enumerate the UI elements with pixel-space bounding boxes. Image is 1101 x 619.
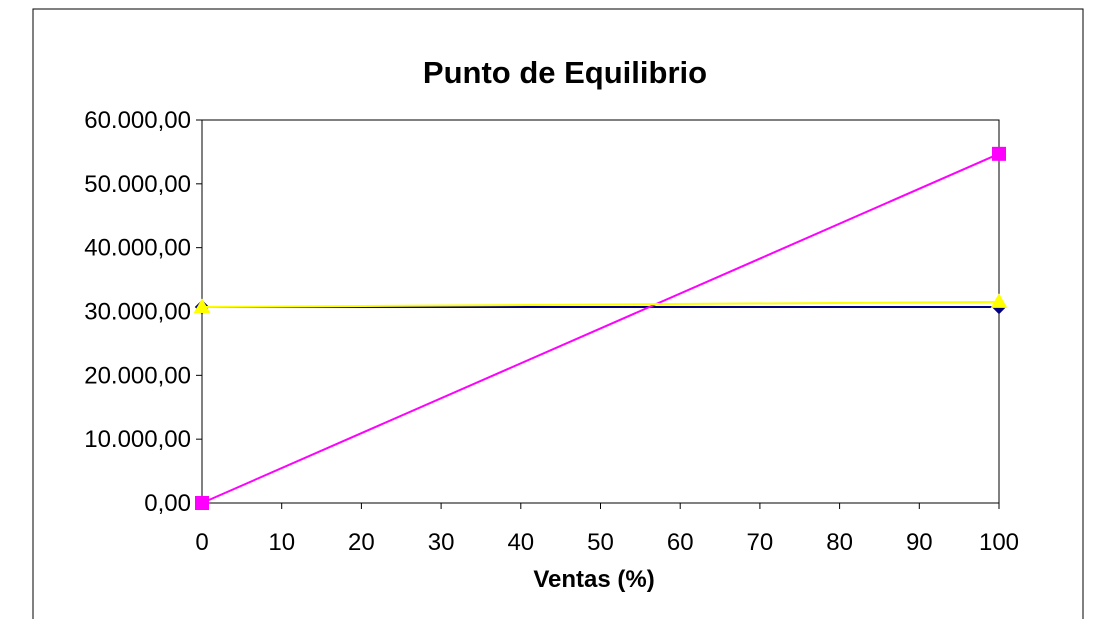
plot-area <box>201 119 1000 504</box>
x-tick-label: 80 <box>826 529 853 556</box>
y-tick-label: 0,00 <box>144 490 191 517</box>
x-axis-title: Ventas (%) <box>533 566 654 593</box>
x-axis: 0 10 20 30 40 50 60 70 80 90 100 <box>195 503 1019 556</box>
series-layer <box>193 146 1008 510</box>
series-3-line <box>201 300 1000 309</box>
series-3-point <box>193 298 211 314</box>
x-tick-label: 100 <box>979 529 1019 556</box>
x-tick-label: 40 <box>507 529 534 556</box>
series-3-point <box>990 293 1008 308</box>
x-tick-label: 70 <box>747 529 774 556</box>
series-2-point <box>195 496 209 510</box>
chart-frame <box>32 8 1084 619</box>
y-tick-label: 10.000,00 <box>84 426 191 453</box>
y-tick-label: 30.000,00 <box>84 299 191 326</box>
series-2-point <box>992 146 1006 161</box>
chart-title: Punto de Equilibrio <box>423 55 707 90</box>
x-tick-label: 30 <box>428 529 455 556</box>
x-tick-label: 90 <box>906 529 933 556</box>
y-tick-label: 40.000,00 <box>84 235 191 262</box>
x-tick-label: 0 <box>195 529 208 556</box>
y-axis: 0,00 10.000,00 20.000,00 30.000,00 40.000,00… <box>84 107 202 517</box>
x-tick-label: 10 <box>268 529 295 556</box>
y-tick-label: 50.000,00 <box>84 171 191 198</box>
x-tick-label: 20 <box>348 529 375 556</box>
y-tick-label: 60.000,00 <box>84 107 191 134</box>
series-2-line <box>201 152 1000 504</box>
x-tick-label: 60 <box>667 529 694 556</box>
y-tick-label: 20.000,00 <box>84 362 191 389</box>
x-tick-label: 50 <box>587 529 614 556</box>
